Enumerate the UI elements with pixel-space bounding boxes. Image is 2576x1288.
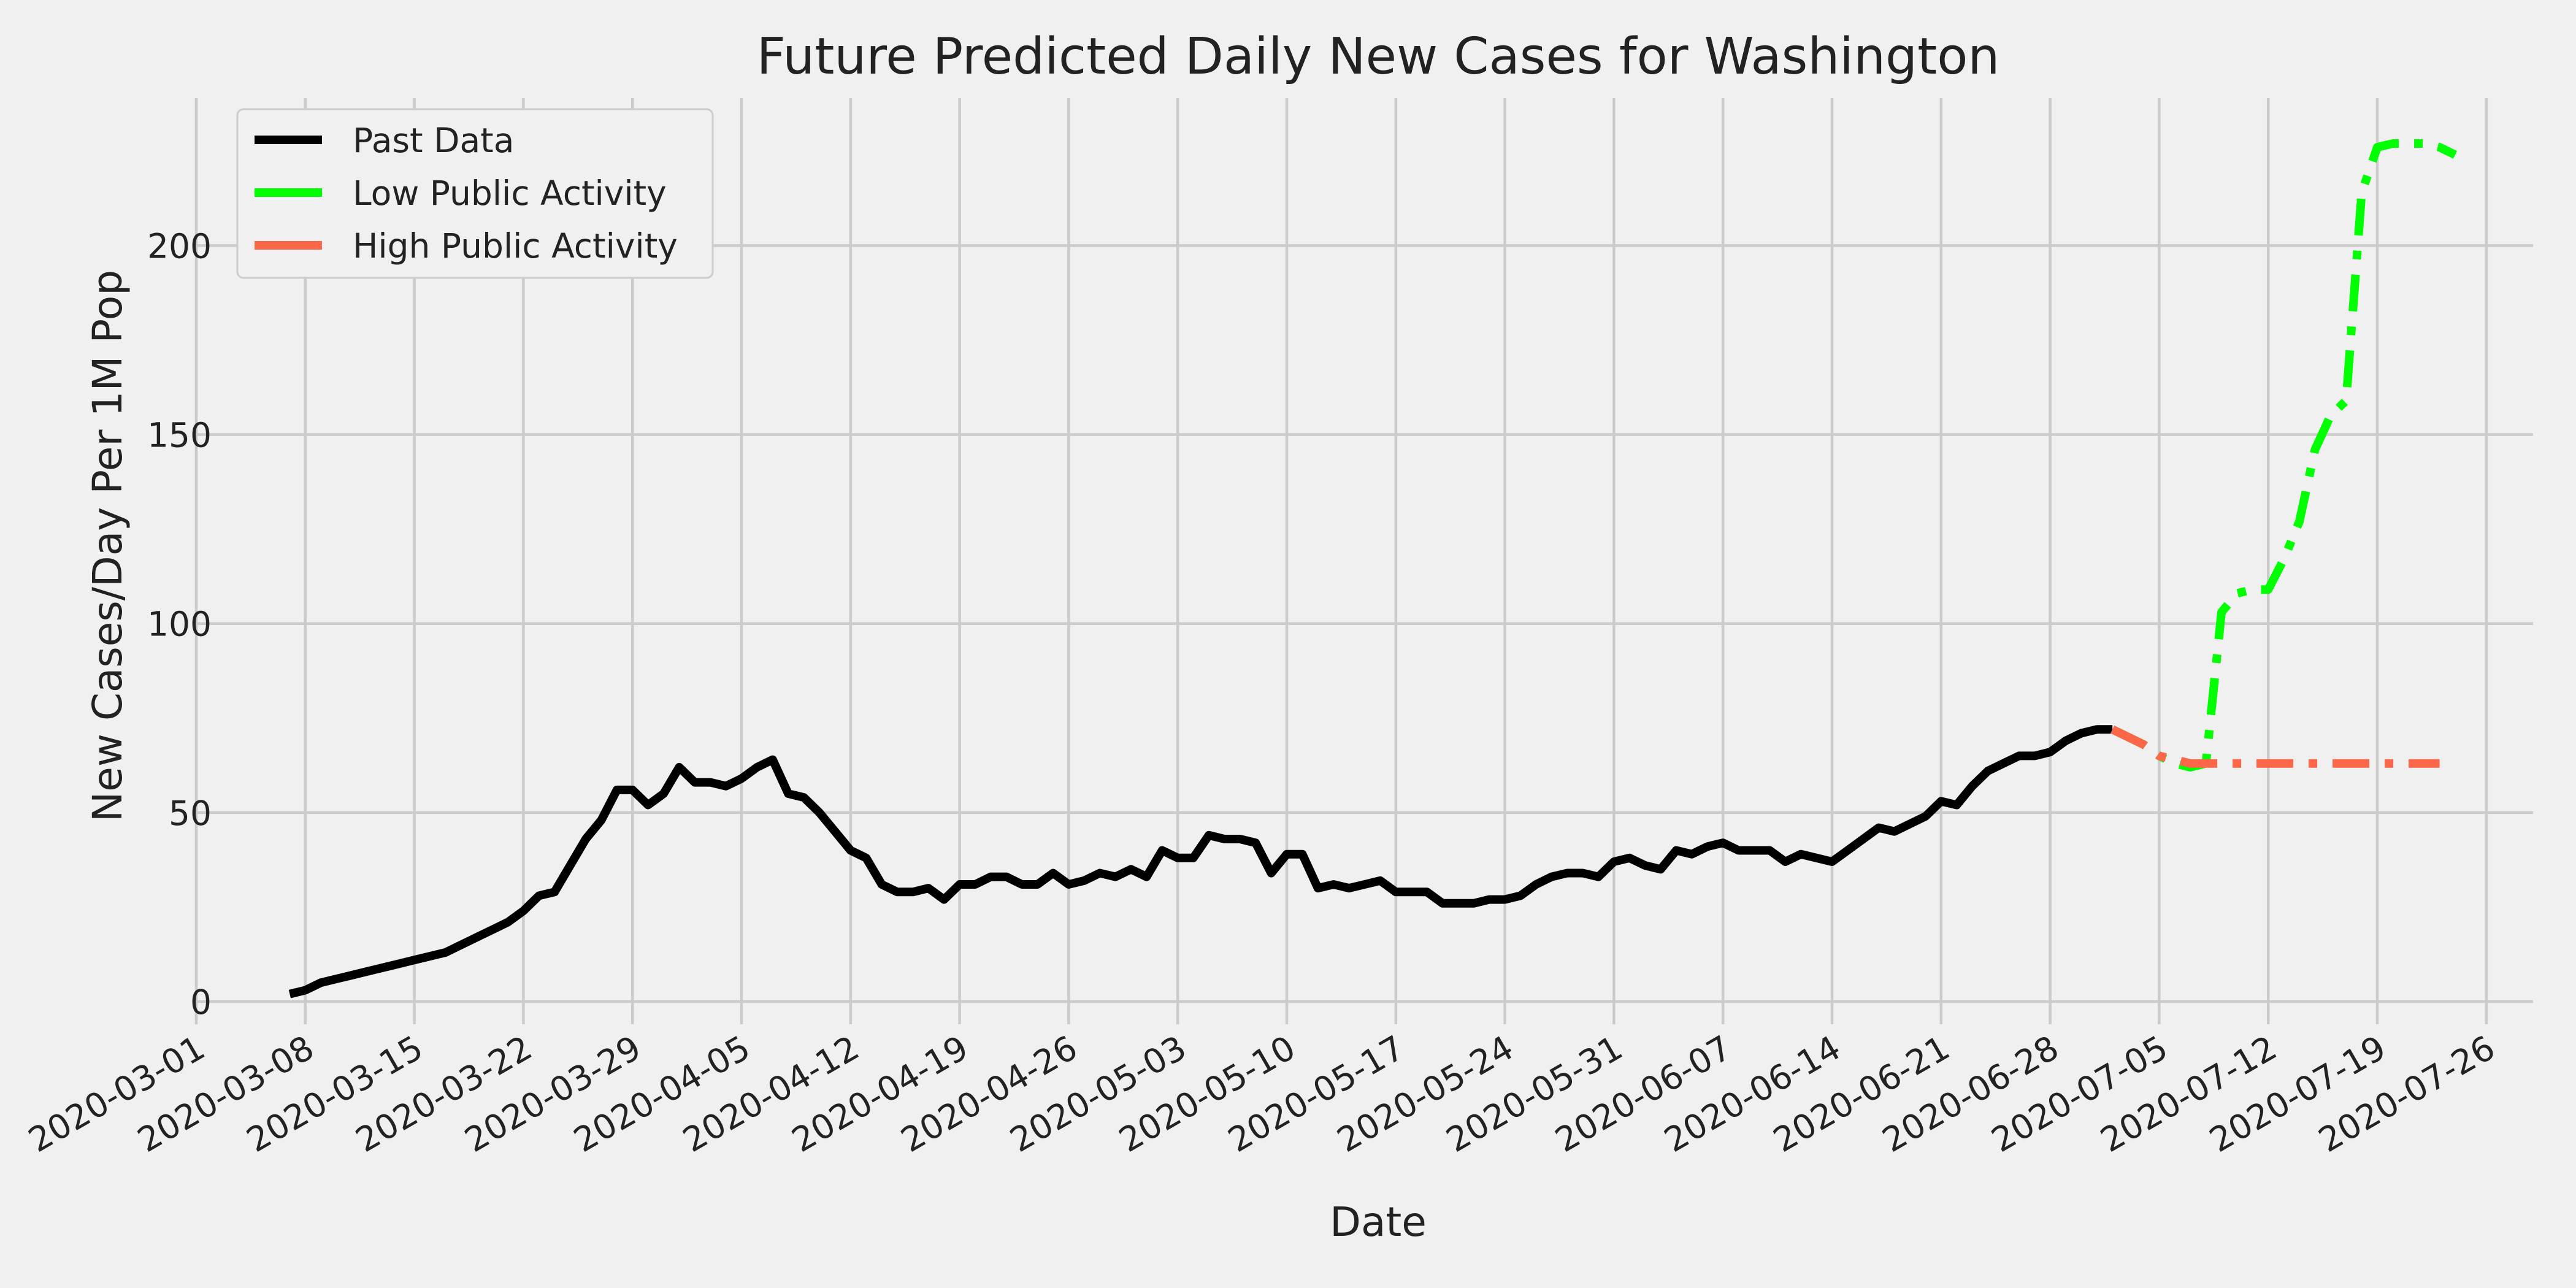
y-tick-label: 200 [147, 226, 212, 266]
x-axis-label: Date [1330, 1198, 1427, 1246]
grid [194, 98, 2533, 1024]
y-tick-label: 150 [147, 416, 212, 455]
chart-title: Future Predicted Daily New Cases for Was… [757, 28, 2000, 86]
y-axis-ticks: 0 50 100 150 200 [147, 226, 212, 1022]
series-group [288, 139, 2458, 999]
legend-box [236, 108, 714, 279]
series-line-1 [288, 725, 2113, 999]
legend-label-3: High Public Activity [353, 226, 678, 266]
series-line-2 [2110, 139, 2458, 772]
legend-label-1: Past Data [353, 121, 514, 160]
y-tick-label: 100 [147, 605, 212, 644]
y-tick-label: 50 [169, 794, 212, 833]
y-tick-label: 0 [190, 983, 212, 1022]
y-axis-label: New Cases/Day Per 1M Pop [84, 270, 131, 822]
legend: Past Data Low Public Activity High Public … [236, 108, 714, 279]
legend-label-2: Low Public Activity [353, 174, 667, 213]
series-line-3 [2110, 725, 2440, 768]
